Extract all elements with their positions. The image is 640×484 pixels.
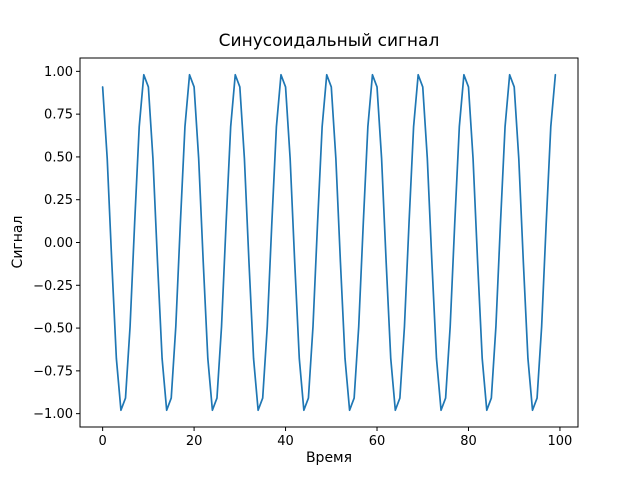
chart-title: Синусоидальный сигнал — [219, 31, 440, 51]
x-axis-label: Время — [306, 450, 352, 466]
x-tick-label: 40 — [277, 434, 294, 449]
y-tick-label: −0.75 — [33, 364, 73, 379]
y-tick-label: 0.50 — [44, 150, 73, 165]
x-tick-label: 80 — [460, 434, 477, 449]
y-tick-label: −0.50 — [33, 322, 73, 337]
axis-ticks: 0 20 40 60 80 100 −1.00 −0.75 −0.50 −0.25 0.00 0.25… — [33, 65, 572, 449]
y-tick-label: −1.00 — [33, 407, 73, 422]
y-tick-label: 0.25 — [44, 193, 73, 208]
y-tick-label: 0.00 — [44, 236, 73, 251]
y-tick-label: −0.25 — [33, 279, 73, 294]
plot-area — [80, 58, 578, 427]
signal-line — [101, 73, 557, 412]
y-tick-label: 1.00 — [44, 65, 73, 80]
x-tick-label: 0 — [98, 434, 106, 449]
x-tick-label: 60 — [369, 434, 386, 449]
x-tick-label: 20 — [186, 434, 203, 449]
y-axis-label: Сигнал — [10, 216, 26, 269]
y-tick-label: 0.75 — [44, 108, 73, 123]
axes-border — [79, 57, 579, 428]
x-tick-label: 100 — [548, 434, 573, 449]
